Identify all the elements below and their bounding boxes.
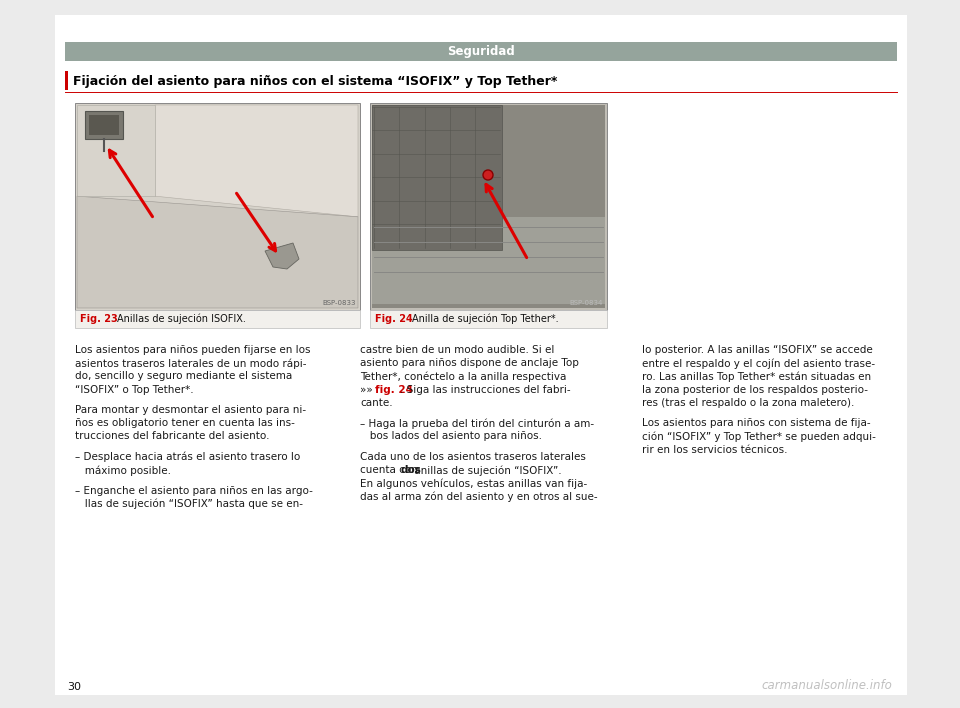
Text: cante.: cante. <box>360 398 393 408</box>
Text: Anillas de sujeción ISOFIX.: Anillas de sujeción ISOFIX. <box>117 314 246 324</box>
Text: . Siga las instrucciones del fabri-: . Siga las instrucciones del fabri- <box>400 384 570 394</box>
Bar <box>55 15 907 695</box>
Bar <box>370 310 607 328</box>
Polygon shape <box>77 105 155 196</box>
Text: res (tras el respaldo o la zona maletero).: res (tras el respaldo o la zona maletero… <box>642 398 854 408</box>
Text: anillas de sujeción “ISOFIX”.: anillas de sujeción “ISOFIX”. <box>412 465 563 476</box>
Text: Para montar y desmontar el asiento para ni-: Para montar y desmontar el asiento para … <box>75 405 306 415</box>
Text: la zona posterior de los respaldos posterio-: la zona posterior de los respaldos poste… <box>642 384 868 394</box>
Text: BSP-0833: BSP-0833 <box>323 300 356 306</box>
Text: castre bien de un modo audible. Si el: castre bien de un modo audible. Si el <box>360 345 554 355</box>
Text: Los asientos para niños con sistema de fija-: Los asientos para niños con sistema de f… <box>642 418 871 428</box>
Text: ro. Las anillas Top Tether* están situadas en: ro. Las anillas Top Tether* están situad… <box>642 372 871 382</box>
Text: Los asientos para niños pueden fijarse en los: Los asientos para niños pueden fijarse e… <box>75 345 310 355</box>
Bar <box>65 71 68 90</box>
Text: Tether*, conéctelo a la anilla respectiva: Tether*, conéctelo a la anilla respectiv… <box>360 372 566 382</box>
Text: ños es obligatorio tener en cuenta las ins-: ños es obligatorio tener en cuenta las i… <box>75 418 295 428</box>
Text: En algunos vehículos, estas anillas van fija-: En algunos vehículos, estas anillas van … <box>360 479 588 489</box>
Text: lo posterior. A las anillas “ISOFIX” se accede: lo posterior. A las anillas “ISOFIX” se … <box>642 345 873 355</box>
Text: 30: 30 <box>67 682 81 692</box>
Polygon shape <box>265 243 299 269</box>
Text: Fig. 23: Fig. 23 <box>80 314 118 324</box>
Polygon shape <box>155 105 358 217</box>
Bar <box>75 103 360 310</box>
Text: – Desplace hacia atrás el asiento trasero lo: – Desplace hacia atrás el asiento traser… <box>75 452 300 462</box>
Text: BSP-0834: BSP-0834 <box>569 300 603 306</box>
Text: »»: »» <box>360 384 376 394</box>
Text: – Haga la prueba del tirón del cinturón a am-: – Haga la prueba del tirón del cinturón … <box>360 418 594 429</box>
Text: fig. 24: fig. 24 <box>374 384 413 394</box>
Text: Seguridad: Seguridad <box>447 45 515 58</box>
Text: – Enganche el asiento para niños en las argo-: – Enganche el asiento para niños en las … <box>75 486 313 496</box>
Circle shape <box>483 170 493 180</box>
Polygon shape <box>77 196 358 308</box>
Bar <box>372 105 502 250</box>
Bar <box>85 111 123 139</box>
Text: Fijación del asiento para niños con el sistema “ISOFIX” y Top Tether*: Fijación del asiento para niños con el s… <box>73 74 558 88</box>
Text: ción “ISOFIX” y Top Tether* se pueden adqui-: ción “ISOFIX” y Top Tether* se pueden ad… <box>642 431 876 442</box>
Text: “ISOFIX” o Top Tether*.: “ISOFIX” o Top Tether*. <box>75 384 194 394</box>
Bar <box>65 42 897 61</box>
Text: das al arma zón del asiento y en otros al sue-: das al arma zón del asiento y en otros a… <box>360 491 598 502</box>
Text: llas de sujeción “ISOFIX” hasta que se en-: llas de sujeción “ISOFIX” hasta que se e… <box>75 498 303 509</box>
Text: do, sencillo y seguro mediante el sistema: do, sencillo y seguro mediante el sistem… <box>75 372 292 382</box>
Text: dos: dos <box>400 465 420 475</box>
Text: máximo posible.: máximo posible. <box>75 465 171 476</box>
Text: asiento para niños dispone de anclaje Top: asiento para niños dispone de anclaje To… <box>360 358 579 368</box>
Bar <box>75 310 360 328</box>
Text: bos lados del asiento para niños.: bos lados del asiento para niños. <box>360 431 542 442</box>
Text: carmanualsonline.info: carmanualsonline.info <box>761 679 892 692</box>
Bar <box>370 103 607 310</box>
Text: trucciones del fabricante del asiento.: trucciones del fabricante del asiento. <box>75 431 270 442</box>
Text: asientos traseros laterales de un modo rápi-: asientos traseros laterales de un modo r… <box>75 358 306 369</box>
Text: Fig. 24: Fig. 24 <box>375 314 413 324</box>
Bar <box>89 115 119 135</box>
Bar <box>372 217 605 304</box>
Text: entre el respaldo y el cojín del asiento trase-: entre el respaldo y el cojín del asiento… <box>642 358 876 369</box>
Bar <box>372 105 605 308</box>
Text: Anilla de sujeción Top Tether*.: Anilla de sujeción Top Tether*. <box>412 314 559 324</box>
Text: Cada uno de los asientos traseros laterales: Cada uno de los asientos traseros latera… <box>360 452 586 462</box>
Text: cuenta con: cuenta con <box>360 465 421 475</box>
Text: rir en los servicios técnicos.: rir en los servicios técnicos. <box>642 445 787 455</box>
